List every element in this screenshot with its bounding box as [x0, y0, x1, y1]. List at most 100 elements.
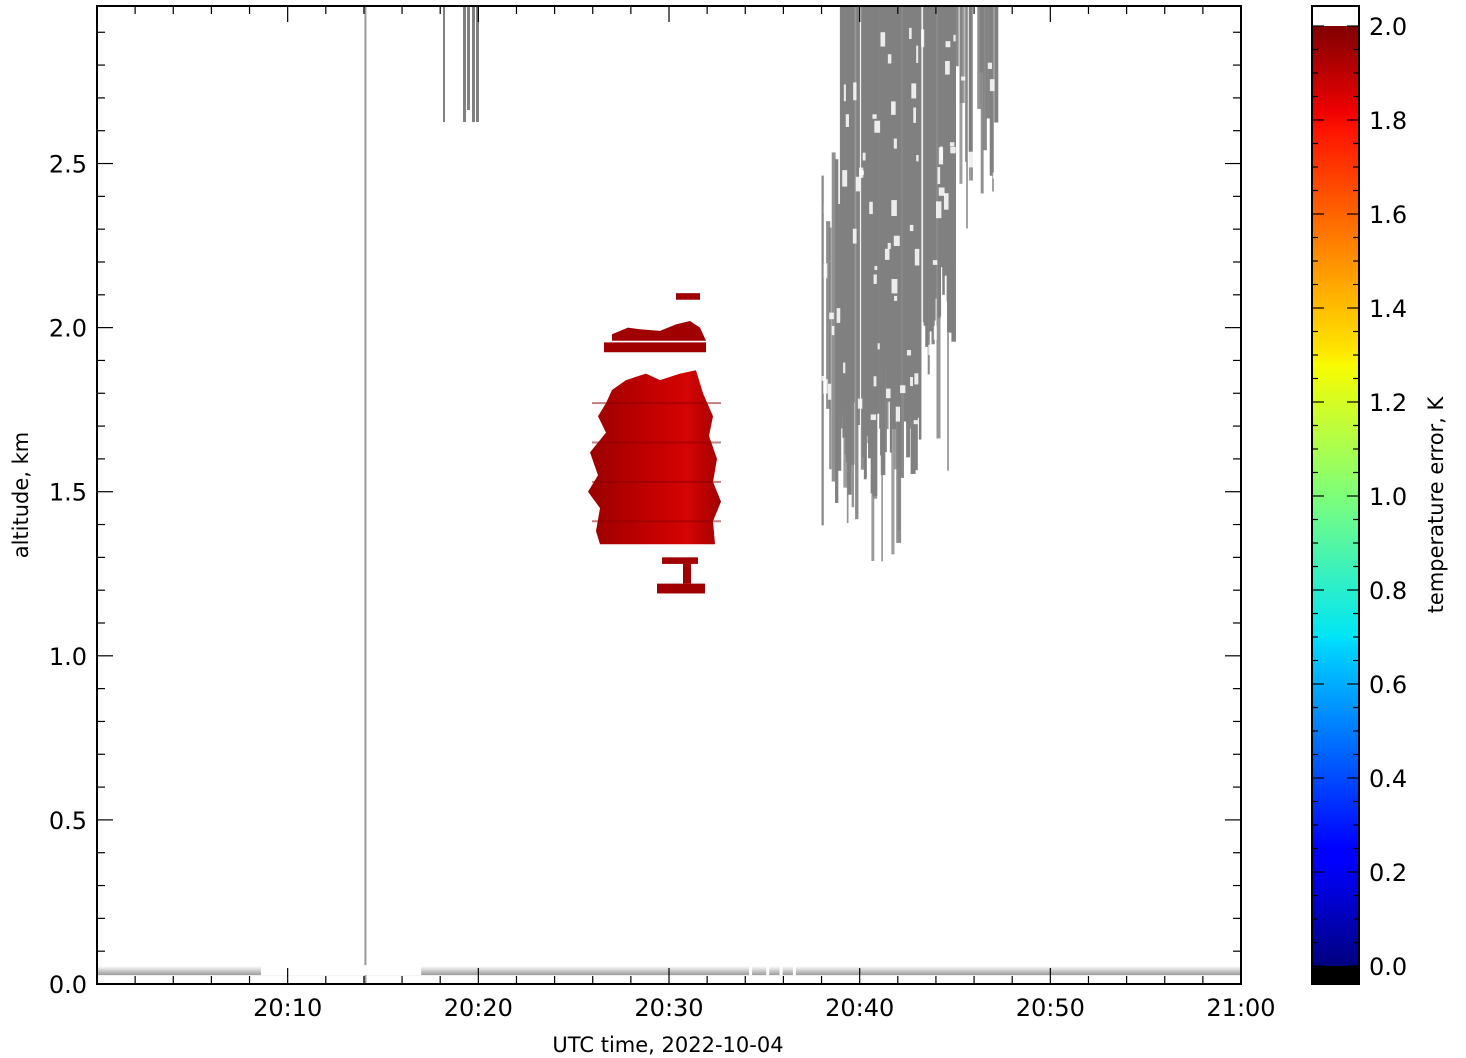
masked-gap	[831, 325, 835, 336]
masked-streak	[872, 6, 877, 436]
masked-gap	[916, 154, 919, 162]
masked-gap	[843, 84, 846, 102]
masked-gap	[893, 235, 900, 246]
masked-gap	[938, 147, 944, 165]
masked-gap	[825, 72, 831, 90]
masked-streak	[994, 6, 999, 123]
masked-gap	[870, 414, 877, 421]
masked-gap	[911, 83, 917, 99]
masked-gap	[965, 313, 971, 324]
colorbar-tick-label: 1.4	[1369, 295, 1407, 323]
masked-streak	[865, 6, 870, 436]
masked-gap	[950, 146, 956, 154]
error-body	[588, 370, 721, 545]
masked-gap	[887, 54, 892, 64]
masked-gap	[914, 373, 919, 385]
masked-gap	[929, 373, 936, 388]
masked-gap	[941, 389, 946, 395]
masked-streak	[938, 6, 943, 253]
masked-streak	[855, 6, 859, 520]
masked-gap	[827, 383, 832, 400]
masked-streak	[985, 6, 991, 119]
masked-streak	[476, 6, 479, 122]
masked-streak	[856, 6, 860, 426]
masked-gap	[965, 391, 969, 404]
masked-gap	[943, 193, 949, 210]
masked-gap	[910, 377, 913, 387]
masked-gap	[913, 107, 917, 123]
masked-gap	[873, 274, 877, 284]
masked-gap	[928, 344, 932, 356]
masked-gap	[836, 308, 841, 323]
masked-streak	[982, 6, 987, 151]
masked-streak	[443, 6, 445, 122]
colorbar-under-swatch	[1312, 966, 1359, 984]
masked-streak	[467, 6, 470, 110]
colorbar-over-swatch	[1312, 6, 1359, 26]
masked-gap	[961, 76, 966, 81]
masked-region-3	[821, 6, 999, 562]
y-tick-label: 1.5	[49, 479, 87, 507]
masked-streak	[902, 6, 906, 384]
ground-gap	[779, 965, 783, 976]
masked-streak	[955, 6, 959, 67]
masked-streak	[845, 6, 848, 463]
masked-gap	[895, 406, 901, 422]
masked-streak	[826, 221, 831, 409]
masked-gap	[853, 82, 857, 101]
masked-gap	[891, 101, 896, 115]
masked-streak	[899, 6, 904, 478]
x-tick-label: 20:30	[634, 994, 703, 1022]
masked-gap	[852, 228, 857, 244]
masked-streak	[992, 6, 994, 192]
masked-gap	[974, 360, 978, 375]
x-tick-label: 20:20	[444, 994, 513, 1022]
masked-streak	[932, 6, 936, 321]
error-region-0	[588, 370, 721, 545]
masked-gap	[894, 295, 898, 301]
masked-gap	[949, 142, 955, 147]
masked-streak	[472, 6, 475, 122]
masked-streak	[929, 6, 934, 292]
masked-gap	[982, 328, 989, 346]
masked-gap	[826, 124, 831, 138]
y-tick-label: 2.0	[49, 315, 87, 343]
masked-gap	[909, 224, 914, 232]
colorbar-tick-label: 0.6	[1369, 671, 1407, 699]
masked-streak	[980, 6, 984, 194]
masked-gap	[964, 261, 970, 271]
masked-gap	[933, 325, 937, 340]
masked-gap	[891, 279, 898, 294]
masked-gap	[953, 34, 956, 42]
masked-gap	[916, 45, 919, 63]
masked-gap	[869, 201, 873, 215]
masked-gap	[874, 265, 878, 271]
masked-gap	[938, 187, 945, 196]
masked-streak	[964, 6, 967, 162]
masked-gap	[987, 62, 993, 69]
masked-gap	[884, 248, 890, 260]
masked-streak	[842, 6, 846, 438]
masked-gap	[913, 420, 918, 425]
x-tick-label: 20:50	[1016, 994, 1085, 1022]
masked-gap	[956, 224, 962, 238]
masked-gap	[900, 385, 906, 394]
masked-streak	[852, 6, 855, 403]
colorbar-tick-label: 1.6	[1369, 201, 1407, 229]
masked-streak	[891, 6, 897, 430]
masked-streak	[886, 6, 891, 402]
masked-streak	[903, 6, 909, 422]
masked-gap	[829, 312, 834, 320]
error-band	[592, 520, 721, 523]
masked-streak	[883, 6, 889, 367]
masked-gap	[873, 376, 877, 387]
masked-gap	[978, 403, 984, 413]
colorbar-tick-label: 0.8	[1369, 577, 1407, 605]
masked-gap	[906, 350, 912, 356]
masked-gap	[891, 200, 897, 217]
masked-gap	[843, 362, 846, 374]
masked-streak	[880, 6, 885, 456]
masked-gap	[877, 343, 880, 350]
error-region-2	[657, 557, 705, 594]
